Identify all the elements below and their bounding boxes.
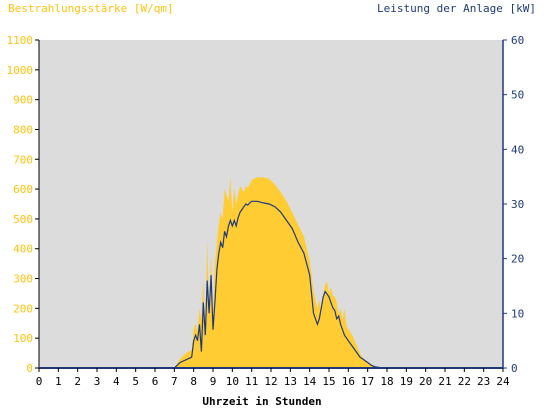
x-tick-label: 13 <box>284 375 297 388</box>
x-tick-label: 0 <box>36 375 43 388</box>
x-tick-label: 15 <box>322 375 335 388</box>
x-tick-label: 23 <box>477 375 490 388</box>
x-tick-label: 18 <box>380 375 393 388</box>
x-tick-label: 7 <box>171 375 178 388</box>
x-tick-label: 8 <box>190 375 197 388</box>
x-tick-label: 6 <box>152 375 159 388</box>
x-tick-label: 10 <box>226 375 239 388</box>
x-tick-label: 21 <box>438 375 451 388</box>
y-left-tick-label: 0 <box>26 362 33 375</box>
x-tick-label: 12 <box>264 375 277 388</box>
y-left-tick-label: 100 <box>13 332 33 345</box>
y-left-tick-label: 1000 <box>7 64 34 77</box>
x-tick-label: 22 <box>458 375 471 388</box>
y-left-tick-label: 800 <box>13 123 33 136</box>
y-left-tick-label: 200 <box>13 302 33 315</box>
series-layer <box>39 177 503 369</box>
x-tick-label: 3 <box>94 375 101 388</box>
y-left-tick-label: 700 <box>13 153 33 166</box>
series-power-line <box>39 200 503 369</box>
y-right-tick-label: 50 <box>511 89 524 102</box>
x-tick-label: 20 <box>419 375 432 388</box>
y-left-tick-label: 300 <box>13 273 33 286</box>
y-left-tick-label: 600 <box>13 183 33 196</box>
y-left-tick-label: 400 <box>13 243 33 256</box>
y-right-tick-label: 60 <box>511 34 524 47</box>
x-tick-label: 19 <box>400 375 413 388</box>
x-tick-label: 24 <box>496 375 510 388</box>
x-tick-label: 17 <box>361 375 374 388</box>
x-tick-label: 4 <box>113 375 120 388</box>
x-axis-label: Uhrzeit in Stunden <box>202 395 321 408</box>
left-axis-title: Bestrahlungsstärke [W/qm] <box>8 2 174 15</box>
right-axis-title: Leistung der Anlage [kW] <box>377 2 536 15</box>
y-right-tick-label: 30 <box>511 198 524 211</box>
y-left-tick-label: 1100 <box>7 34 34 47</box>
x-tick-label: 14 <box>303 375 317 388</box>
y-right-tick-label: 20 <box>511 253 524 266</box>
x-tick-label: 1 <box>55 375 62 388</box>
x-tick-label: 9 <box>210 375 217 388</box>
y-right-tick-label: 10 <box>511 307 524 320</box>
x-tick-label: 5 <box>132 375 139 388</box>
y-left-tick-label: 500 <box>13 213 33 226</box>
x-tick-label: 2 <box>74 375 81 388</box>
x-tick-label: 11 <box>245 375 258 388</box>
y-right-tick-label: 0 <box>511 362 518 375</box>
x-tick-label: 16 <box>342 375 355 388</box>
series-irradiance-area <box>39 177 503 368</box>
y-left-tick-label: 900 <box>13 94 33 107</box>
y-right-tick-label: 40 <box>511 143 524 156</box>
axis-layer: 0100200300400500600700800900100011000102… <box>7 34 525 388</box>
